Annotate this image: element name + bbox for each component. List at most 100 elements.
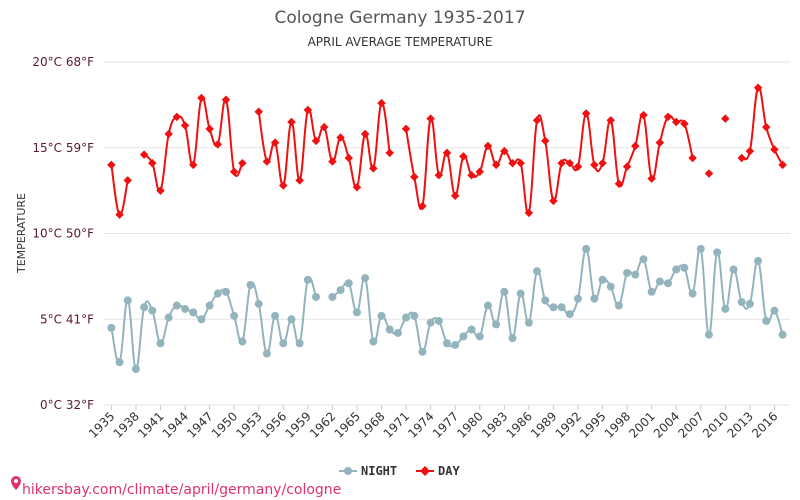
night-point[interactable]: [271, 311, 280, 320]
night-point[interactable]: [238, 337, 247, 346]
day-point[interactable]: [737, 153, 746, 163]
day-point[interactable]: [336, 133, 345, 142]
night-point[interactable]: [590, 294, 599, 303]
night-point[interactable]: [573, 294, 582, 303]
day-point[interactable]: [614, 179, 624, 189]
night-point[interactable]: [361, 274, 370, 283]
day-point[interactable]: [467, 170, 476, 180]
day-point[interactable]: [197, 93, 206, 103]
day-point[interactable]: [418, 201, 427, 211]
night-point[interactable]: [213, 289, 222, 298]
day-point[interactable]: [450, 191, 460, 201]
night-point[interactable]: [696, 244, 705, 253]
day-point[interactable]: [156, 186, 165, 195]
night-point[interactable]: [492, 320, 501, 329]
day-point[interactable]: [279, 181, 288, 190]
night-point[interactable]: [205, 301, 214, 310]
day-point[interactable]: [704, 169, 714, 178]
night-point[interactable]: [418, 347, 427, 356]
night-point[interactable]: [614, 301, 623, 310]
night-point[interactable]: [459, 332, 468, 341]
day-point[interactable]: [491, 160, 501, 170]
day-point[interactable]: [172, 112, 182, 122]
day-point[interactable]: [622, 162, 632, 171]
night-point[interactable]: [254, 299, 263, 308]
night-point[interactable]: [500, 287, 509, 296]
night-point[interactable]: [688, 289, 697, 298]
night-point[interactable]: [328, 292, 337, 301]
night-point[interactable]: [606, 282, 615, 291]
night-point[interactable]: [107, 323, 116, 332]
day-point[interactable]: [295, 176, 304, 185]
night-point[interactable]: [164, 313, 173, 322]
night-point[interactable]: [778, 330, 787, 339]
night-point[interactable]: [623, 268, 632, 277]
night-point[interactable]: [565, 310, 574, 319]
day-point[interactable]: [483, 141, 493, 151]
day-point[interactable]: [352, 182, 362, 192]
day-point[interactable]: [426, 114, 435, 123]
night-point[interactable]: [475, 332, 484, 341]
day-point[interactable]: [778, 160, 787, 170]
night-point[interactable]: [377, 311, 386, 320]
day-point[interactable]: [311, 136, 321, 146]
night-point[interactable]: [221, 287, 230, 296]
day-point[interactable]: [385, 148, 394, 158]
night-point[interactable]: [246, 280, 255, 289]
night-point[interactable]: [664, 279, 673, 288]
legend-item-day[interactable]: DAY: [416, 464, 460, 478]
day-point[interactable]: [287, 117, 296, 127]
night-point[interactable]: [672, 265, 681, 274]
day-point[interactable]: [180, 121, 190, 130]
night-point[interactable]: [508, 334, 517, 343]
night-point[interactable]: [541, 296, 550, 305]
day-point[interactable]: [262, 157, 272, 166]
night-point[interactable]: [434, 316, 443, 325]
night-point[interactable]: [410, 311, 419, 320]
night-point[interactable]: [189, 308, 198, 317]
night-point[interactable]: [533, 267, 542, 276]
day-point[interactable]: [188, 160, 198, 170]
day-point[interactable]: [655, 138, 665, 147]
day-point[interactable]: [377, 98, 386, 108]
night-point[interactable]: [647, 287, 656, 296]
day-point[interactable]: [475, 167, 484, 177]
night-point[interactable]: [385, 325, 394, 334]
night-point[interactable]: [598, 275, 607, 284]
day-point[interactable]: [401, 124, 411, 134]
day-point[interactable]: [115, 210, 124, 219]
night-point[interactable]: [156, 339, 165, 348]
night-point[interactable]: [631, 270, 640, 279]
day-point[interactable]: [360, 129, 370, 139]
day-point[interactable]: [434, 170, 444, 180]
night-point[interactable]: [172, 301, 181, 310]
legend[interactable]: NIGHT DAY: [339, 464, 460, 478]
night-point[interactable]: [140, 303, 149, 312]
night-point[interactable]: [344, 279, 353, 288]
day-point[interactable]: [410, 172, 419, 182]
night-point[interactable]: [279, 339, 288, 348]
night-point[interactable]: [704, 330, 713, 339]
night-point[interactable]: [770, 306, 779, 315]
day-point[interactable]: [369, 164, 378, 173]
day-point[interactable]: [631, 141, 640, 151]
day-point[interactable]: [213, 140, 223, 149]
day-point[interactable]: [148, 158, 157, 168]
night-point[interactable]: [549, 303, 558, 312]
night-point[interactable]: [393, 328, 402, 337]
night-point[interactable]: [524, 318, 533, 327]
day-point[interactable]: [238, 158, 247, 168]
night-point[interactable]: [230, 311, 239, 320]
night-point[interactable]: [754, 256, 763, 265]
day-point[interactable]: [328, 157, 337, 166]
day-point[interactable]: [205, 124, 214, 134]
day-point[interactable]: [319, 122, 329, 132]
night-point[interactable]: [516, 289, 525, 298]
night-point[interactable]: [402, 313, 411, 322]
day-point[interactable]: [254, 107, 263, 116]
night-point[interactable]: [426, 318, 435, 327]
footer[interactable]: hikersbay.com/climate/april/germany/colo…: [11, 476, 341, 498]
night-point[interactable]: [197, 315, 206, 324]
night-point[interactable]: [148, 306, 157, 315]
day-point[interactable]: [229, 167, 239, 177]
